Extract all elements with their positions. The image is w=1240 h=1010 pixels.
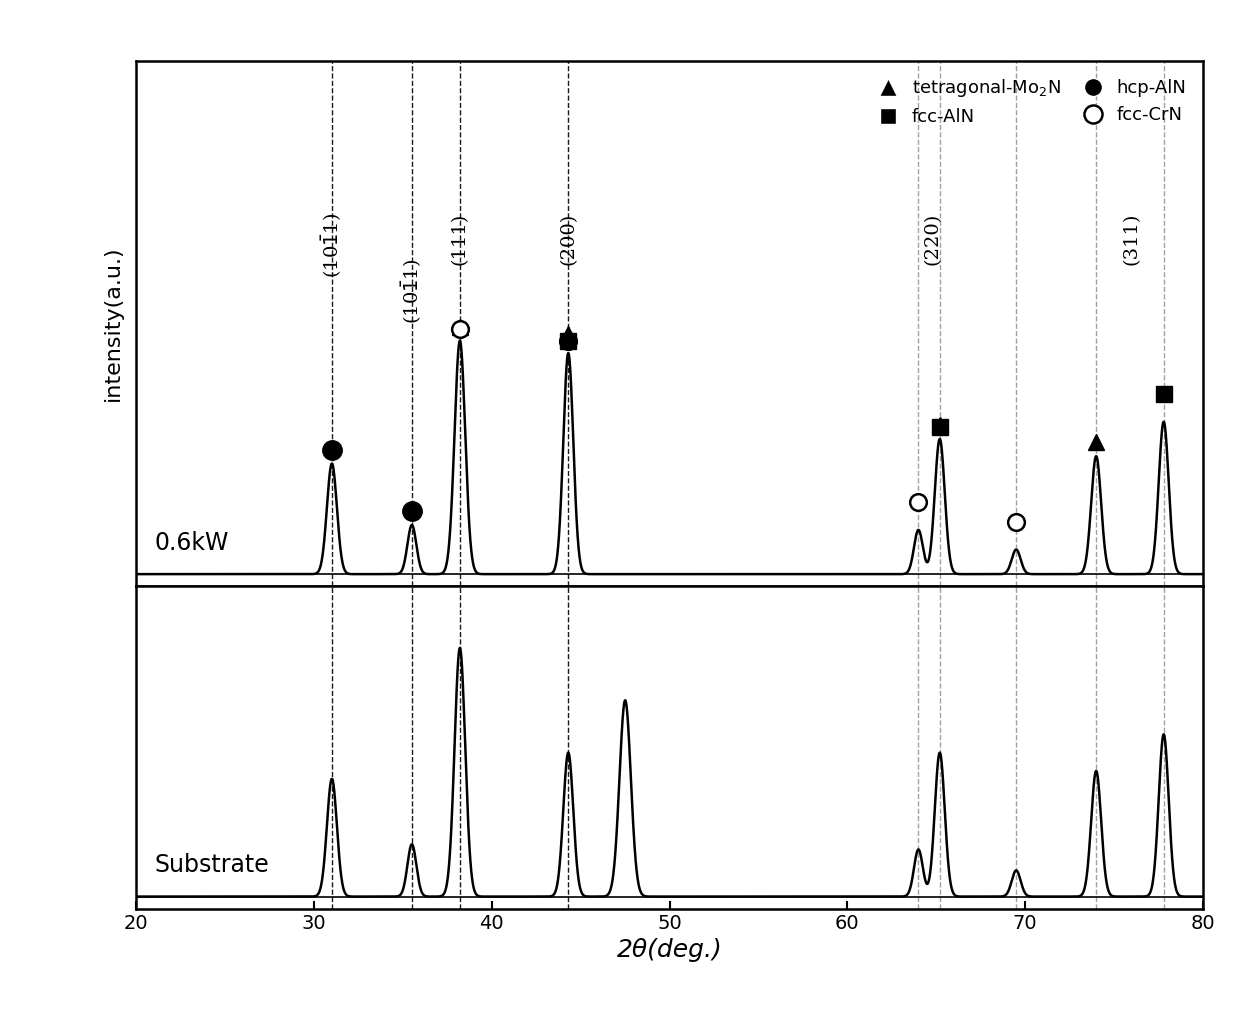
- Text: (220): (220): [924, 212, 941, 265]
- Text: (111): (111): [451, 212, 469, 265]
- Text: (10$\bar{1}$1): (10$\bar{1}$1): [320, 212, 345, 278]
- Y-axis label: intensity(a.u.): intensity(a.u.): [103, 245, 123, 401]
- Legend: tetragonal-Mo$_2$N, fcc-AlN, hcp-AlN, fcc-CrN: tetragonal-Mo$_2$N, fcc-AlN, hcp-AlN, fc…: [863, 70, 1194, 133]
- Text: 0.6kW: 0.6kW: [154, 531, 228, 556]
- Text: (200): (200): [559, 212, 578, 265]
- Text: Substrate: Substrate: [154, 852, 269, 877]
- Text: (311): (311): [1122, 212, 1141, 265]
- X-axis label: 2θ(deg.): 2θ(deg.): [616, 938, 723, 963]
- Text: (10$\bar{1}$1): (10$\bar{1}$1): [399, 259, 424, 324]
